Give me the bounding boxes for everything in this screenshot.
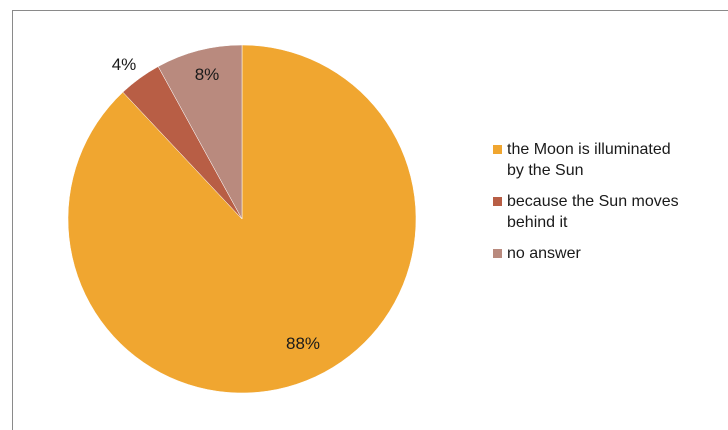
legend: the Moon is illuminated by the Sun because… <box>493 139 728 274</box>
legend-label-line: because the Sun moves <box>507 193 679 210</box>
legend-item-3: no answer <box>493 243 728 264</box>
legend-swatch <box>493 249 502 258</box>
legend-swatch <box>493 145 502 154</box>
pie-slice-3 <box>157 44 243 220</box>
legend-label-line: the Moon is illuminated <box>507 141 671 158</box>
pie-chart: 88% 4% 8% <box>67 44 417 394</box>
data-labels: 88% 4% 8% <box>112 55 320 353</box>
legend-label-line: by the Sun <box>507 162 584 179</box>
legend-swatch <box>493 197 502 206</box>
data-label-3: 8% <box>195 65 220 84</box>
pie-slices <box>67 44 417 394</box>
data-label-1: 88% <box>286 334 320 353</box>
legend-label-line: no answer <box>507 245 581 262</box>
legend-label-line: behind it <box>507 214 568 231</box>
legend-item-2: because the Sun moves behind it <box>493 191 728 233</box>
legend-item-1: the Moon is illuminated by the Sun <box>493 139 728 181</box>
data-label-2: 4% <box>112 55 137 74</box>
